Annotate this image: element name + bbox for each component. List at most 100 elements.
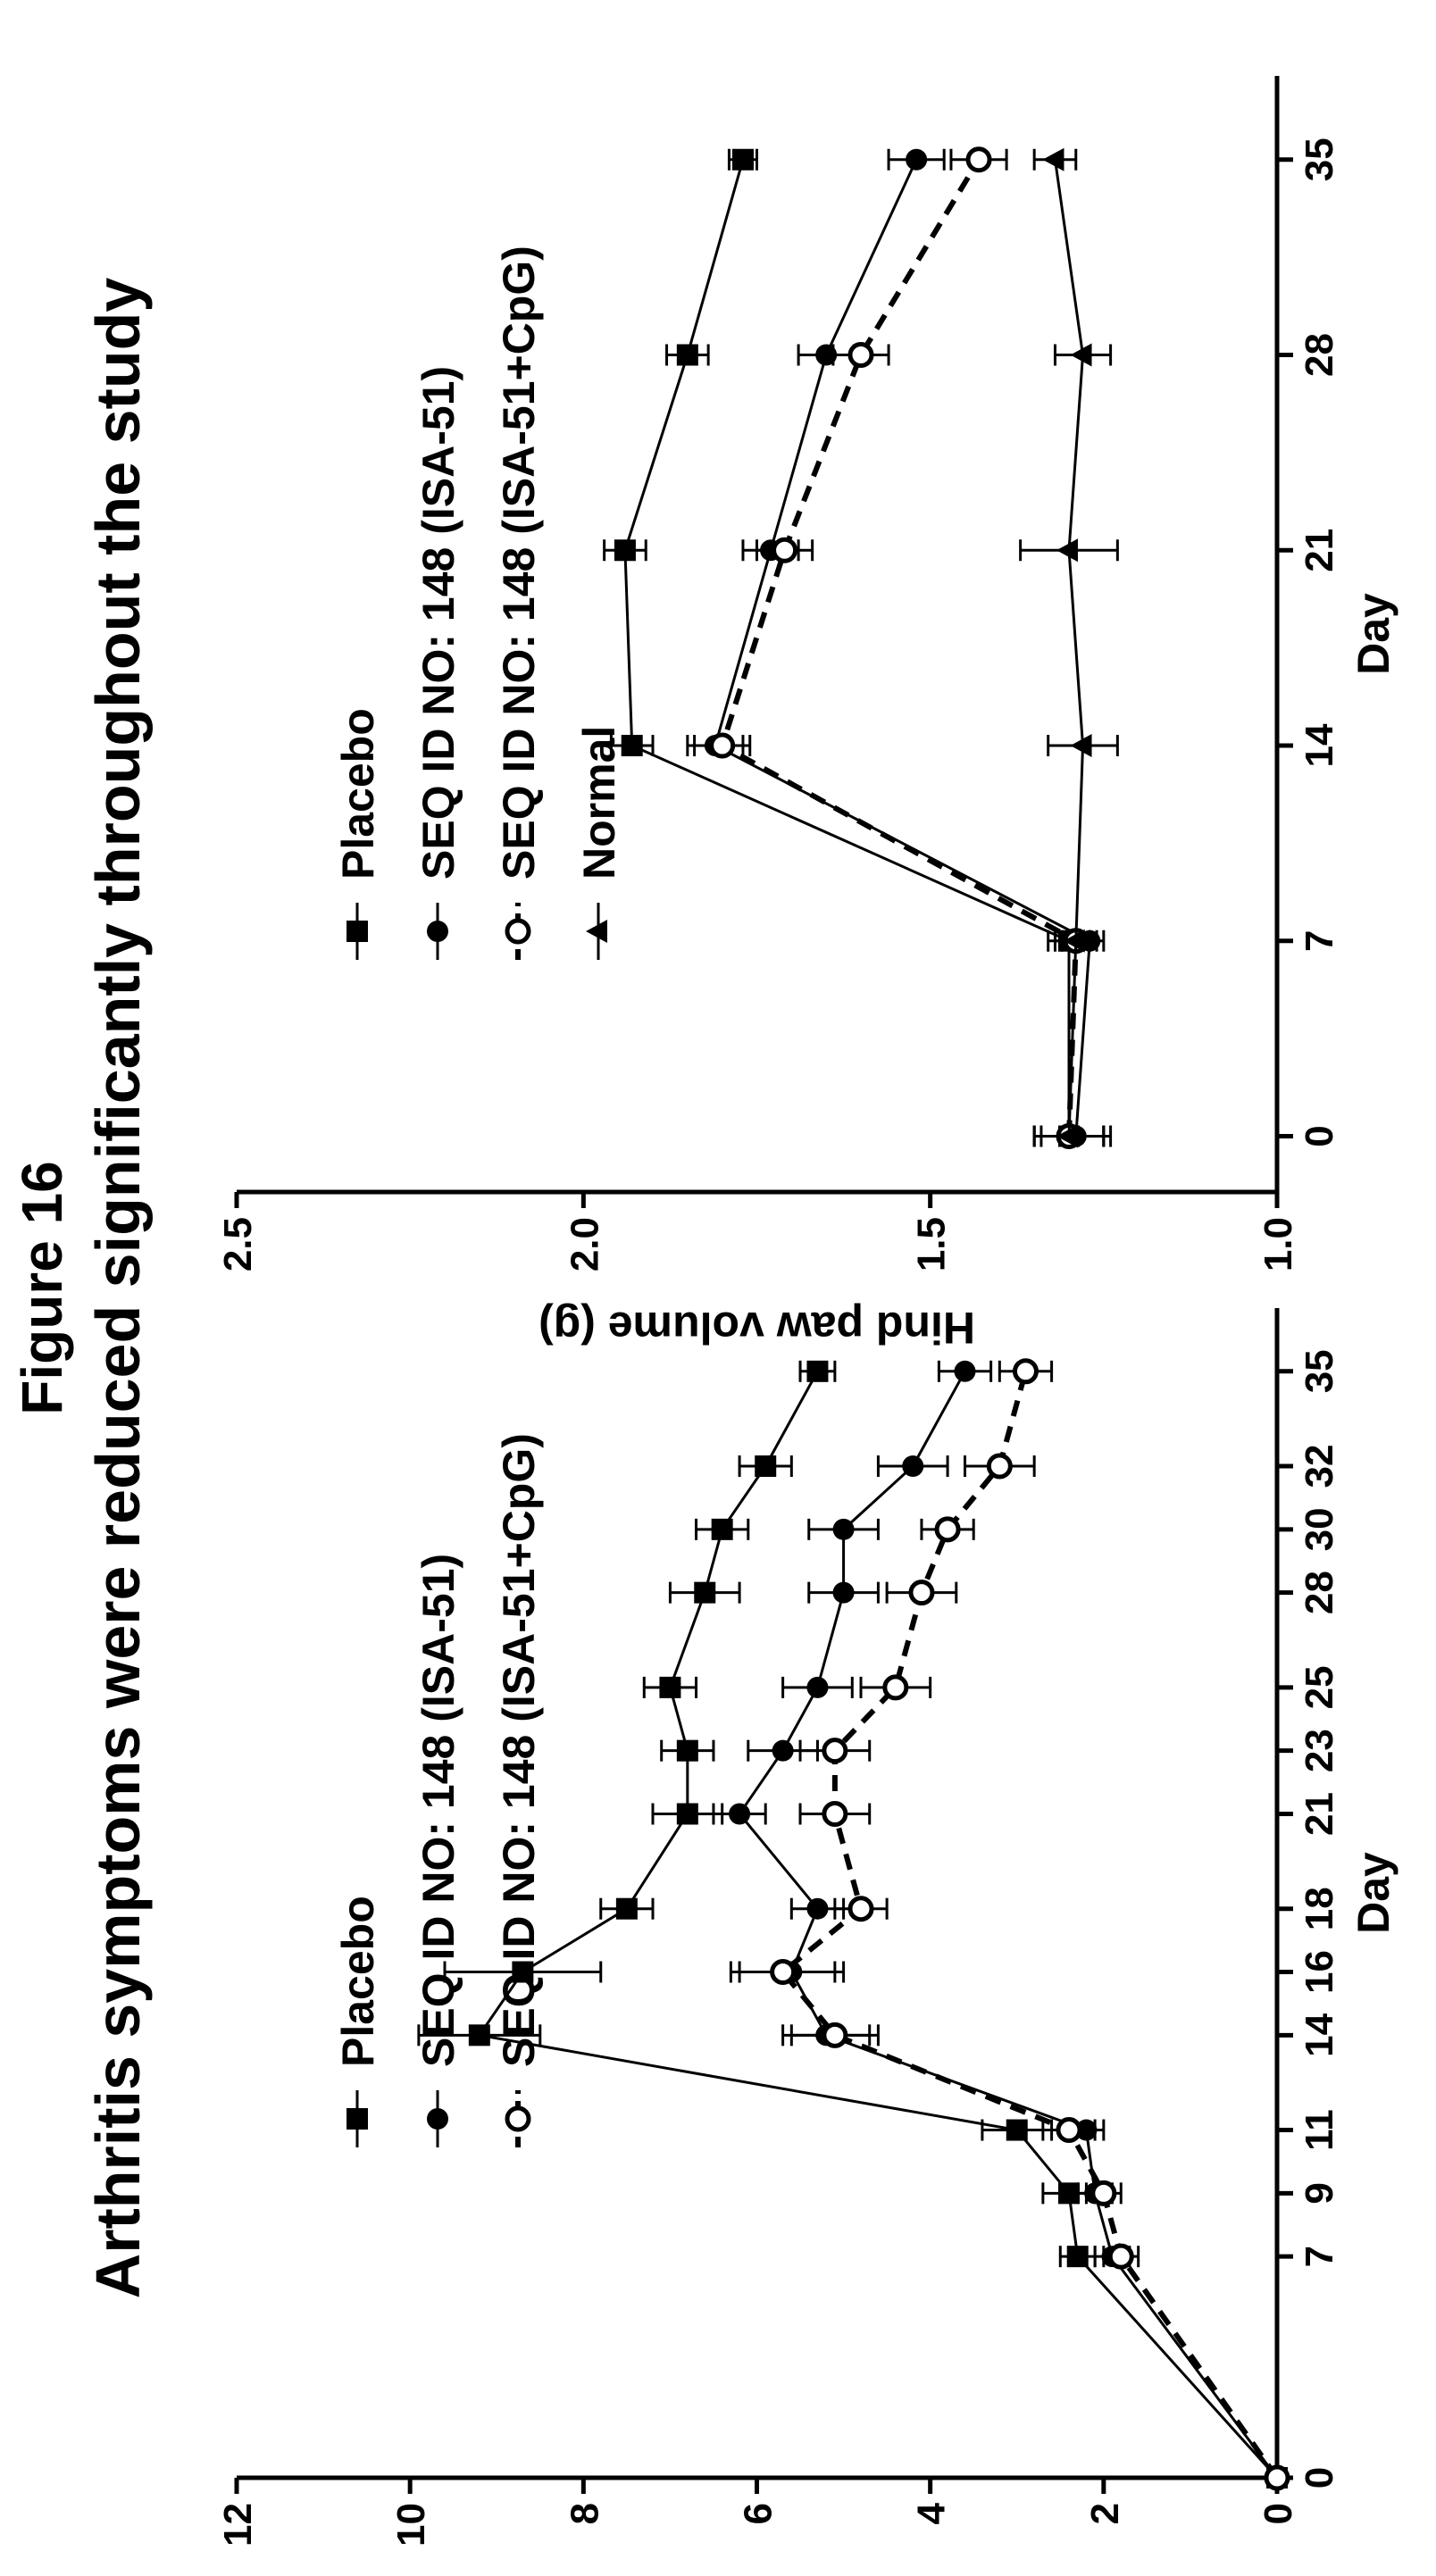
- data-point: [1042, 147, 1064, 171]
- x-tick-label: 23: [1298, 1729, 1341, 1772]
- data-point: [615, 1897, 638, 1920]
- x-tick-label: 18: [1298, 1887, 1341, 1930]
- data-point: [676, 1803, 698, 1825]
- x-tick-label: 25: [1298, 1665, 1341, 1709]
- data-point: [1070, 734, 1092, 757]
- data-point: [847, 342, 874, 368]
- x-tick-label: 32: [1298, 1445, 1341, 1488]
- data-point: [1066, 2246, 1089, 2268]
- data-point: [832, 1518, 855, 1540]
- x-tick-label: 16: [1298, 1950, 1341, 1994]
- data-point: [621, 735, 643, 756]
- data-point: [1056, 2117, 1082, 2144]
- legend-marker: [346, 2108, 368, 2130]
- data-point: [806, 1897, 829, 1920]
- data-point: [614, 539, 636, 562]
- y-axis-label: Hind paw volume (g): [538, 1303, 975, 1353]
- x-tick-label: 35: [1298, 138, 1341, 181]
- x-tick-label: 0: [1298, 2467, 1341, 2488]
- series-4: [1019, 147, 1119, 1148]
- legend-marker: [427, 2108, 448, 2130]
- series-1: [603, 148, 1106, 1147]
- data-point: [1090, 2180, 1117, 2206]
- data-point: [1012, 1358, 1039, 1385]
- data-point: [731, 148, 754, 171]
- data-point: [1006, 2119, 1028, 2141]
- data-point: [822, 1800, 848, 1827]
- data-point: [1058, 2182, 1080, 2205]
- y-tick-label: 2: [1083, 2503, 1127, 2524]
- x-tick-label: 14: [1298, 723, 1341, 767]
- x-tick-label: 0: [1298, 1125, 1341, 1146]
- series-line: [779, 1371, 1280, 2480]
- y-tick-label: 1.0: [1256, 1217, 1300, 1271]
- series-line: [623, 159, 1071, 1137]
- legend-label: SEQ ID NO: 148 (ISA-51): [413, 1554, 463, 2067]
- data-point: [772, 1739, 794, 1762]
- legend-label: SEQ ID NO: 148 (ISA-51+CpG): [494, 246, 544, 880]
- legend: Placebo SEQ ID NO: 148 (ISA-51) SEQ ID NO:…: [333, 1433, 544, 2147]
- legend-label: Placebo: [333, 708, 383, 880]
- y-tick-label: 12: [216, 2503, 260, 2547]
- data-point: [822, 2022, 848, 2048]
- data-point: [832, 1581, 855, 1604]
- legend-marker: [505, 2105, 531, 2132]
- x-axis-label: Day: [1348, 1852, 1398, 1934]
- legend-marker: [505, 918, 531, 945]
- x-tick-label: 9: [1298, 2182, 1341, 2204]
- data-point: [847, 1896, 874, 1922]
- data-point: [676, 1739, 698, 1762]
- x-tick-label: 28: [1298, 1571, 1341, 1614]
- series-line: [714, 159, 1091, 1137]
- data-point: [815, 344, 838, 366]
- data-point: [806, 1676, 829, 1698]
- chart-1: 0246810120791114161821232528303235DayArt…: [216, 1308, 1398, 2547]
- data-point: [729, 1803, 751, 1825]
- data-point: [755, 1455, 777, 1478]
- data-point: [709, 732, 736, 759]
- data-point: [1070, 343, 1092, 367]
- data-point: [468, 2024, 490, 2047]
- x-tick-label: 21: [1298, 1792, 1341, 1836]
- x-tick-label: 11: [1298, 2109, 1341, 2151]
- y-tick-label: 2.5: [216, 1217, 260, 1271]
- x-tick-label: 14: [1298, 2013, 1341, 2056]
- y-tick-label: 6: [737, 2503, 781, 2524]
- data-point: [694, 1581, 716, 1604]
- x-tick-label: 21: [1298, 529, 1341, 572]
- data-point: [711, 1518, 733, 1540]
- x-tick-label: 30: [1298, 1507, 1341, 1551]
- y-tick-label: 1.5: [910, 1217, 954, 1271]
- data-point: [676, 344, 698, 366]
- data-point: [882, 1674, 909, 1701]
- data-point: [1056, 538, 1078, 563]
- data-point: [934, 1516, 961, 1543]
- legend-label: SEQ ID NO: 148 (ISA-51): [413, 366, 463, 880]
- legend-marker: [346, 921, 368, 942]
- data-point: [1056, 1124, 1078, 1148]
- series-2: [712, 1360, 1288, 2488]
- y-tick-label: 4: [910, 2502, 954, 2524]
- series-line: [738, 1371, 1279, 2479]
- legend-marker: [586, 920, 607, 943]
- data-point: [906, 148, 928, 171]
- x-tick-label: 28: [1298, 333, 1341, 377]
- legend-label: Normal: [574, 726, 624, 880]
- data-point: [902, 1455, 924, 1478]
- data-point: [512, 1961, 534, 1983]
- chart-2: 1.0 1.5 2.0 2.5 0 7 14 21 28 35 Day Hind paw volume…: [216, 76, 1398, 1353]
- data-point: [772, 537, 798, 563]
- data-point: [1264, 2464, 1290, 2491]
- y-tick-label: 2.0: [563, 1217, 606, 1271]
- data-point: [822, 1738, 848, 1764]
- legend-marker: [427, 921, 448, 942]
- data-point: [806, 1360, 829, 1382]
- data-point: [908, 1580, 935, 1606]
- x-tick-label: 7: [1298, 2246, 1341, 2267]
- x-tick-label: 7: [1298, 930, 1341, 952]
- data-point: [986, 1453, 1013, 1480]
- series-line: [719, 158, 1079, 1137]
- y-tick-label: 8: [563, 2503, 606, 2524]
